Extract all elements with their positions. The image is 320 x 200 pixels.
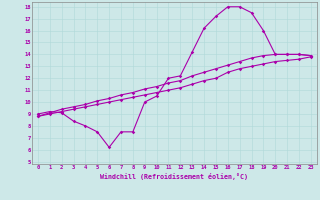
X-axis label: Windchill (Refroidissement éolien,°C): Windchill (Refroidissement éolien,°C) [100,173,248,180]
